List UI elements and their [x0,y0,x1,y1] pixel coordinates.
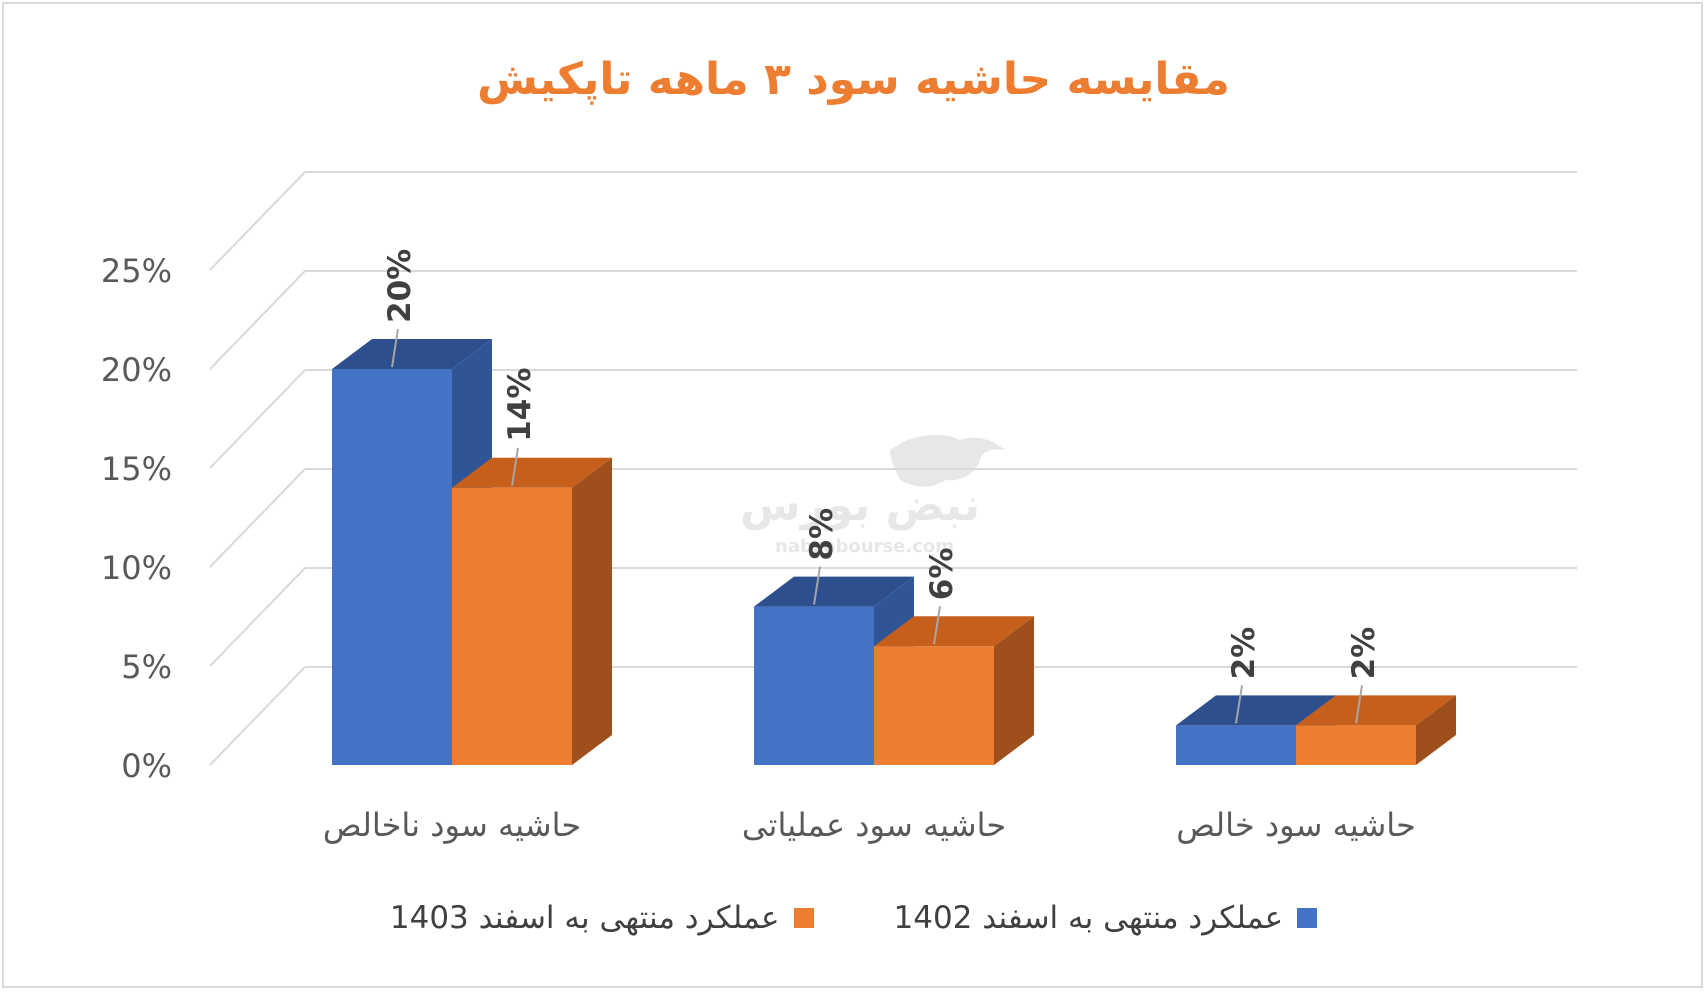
bar-top [452,457,612,488]
data-label: 14% [502,368,538,442]
y-tick-label: 10% [101,549,172,587]
bar [754,606,874,765]
watermark: نبض بورس nabzebourse.com [690,430,1020,560]
y-tick-label: 20% [101,351,172,389]
y-tick-label: 15% [101,450,172,488]
gridline-depth [209,171,306,271]
bar [1176,725,1296,765]
bar-layer [332,339,1456,765]
bar-side [572,457,612,765]
bar-top [874,616,1034,647]
legend-item-1403: عملکرد منتهی به اسفند 1403 [390,900,814,936]
data-label: 6% [924,548,960,601]
bar-side [1416,695,1456,765]
legend-swatch-1403 [793,908,814,928]
bar [452,487,572,765]
bar-top [754,576,914,607]
legend-label-1402: عملکرد منتهی به اسفند 1402 [893,900,1284,936]
watermark-url: nabzebourse.com [775,536,954,557]
y-axis-ticks: 0% 5% 10% 15% 20% 25% [101,252,172,785]
bar [1296,725,1416,765]
legend-swatch-1402 [1297,908,1318,928]
data-label: 20% [382,249,418,323]
bull-icon [890,434,1005,487]
data-label-leader [1355,685,1363,724]
legend-item-1402: عملکرد منتهی به اسفند 1402 [894,900,1318,936]
watermark-brand: نبض بورس [740,480,980,531]
x-category-label: حاشیه سود ناخالص [323,806,581,844]
data-label: 2% [1226,627,1262,680]
gridline-depth [209,369,306,469]
data-label-leader [391,328,399,368]
bar-top [332,339,492,369]
data-label-leader [813,566,821,605]
bar [874,646,994,765]
y-tick-label: 0% [121,747,172,785]
bar-side [994,616,1034,765]
x-axis-categories: حاشیه سود ناخالص حاشیه سود عملیاتی حاشیه س… [323,806,1416,844]
x-category-label: حاشیه سود عملیاتی [742,806,1006,844]
y-tick-label: 25% [101,252,172,290]
legend-label-1403: عملکرد منتهی به اسفند 1403 [389,900,780,936]
chart-title: مقایسه حاشیه سود ۳ ماهه تاپکیش [477,54,1230,105]
data-label: 2% [1346,627,1382,680]
legend: عملکرد منتهی به اسفند 1403 عملکرد منتهی … [0,900,1707,936]
gridline-depth [209,666,306,766]
data-label: 8% [804,508,840,561]
gridline-depth [209,567,306,667]
data-label-leader [933,606,941,645]
x-category-label: حاشیه سود خالص [1176,806,1416,844]
data-label-leader [1235,685,1243,724]
gridline-depth [209,270,306,370]
bar-top [1296,695,1456,726]
bar-top [1176,695,1336,726]
data-label-layer: 20% 14% 8% 6% 2% 2% [382,249,1382,724]
y-tick-label: 5% [121,648,172,686]
bar [332,369,452,765]
gridline-depth [209,468,306,568]
data-label-leader [511,447,519,486]
